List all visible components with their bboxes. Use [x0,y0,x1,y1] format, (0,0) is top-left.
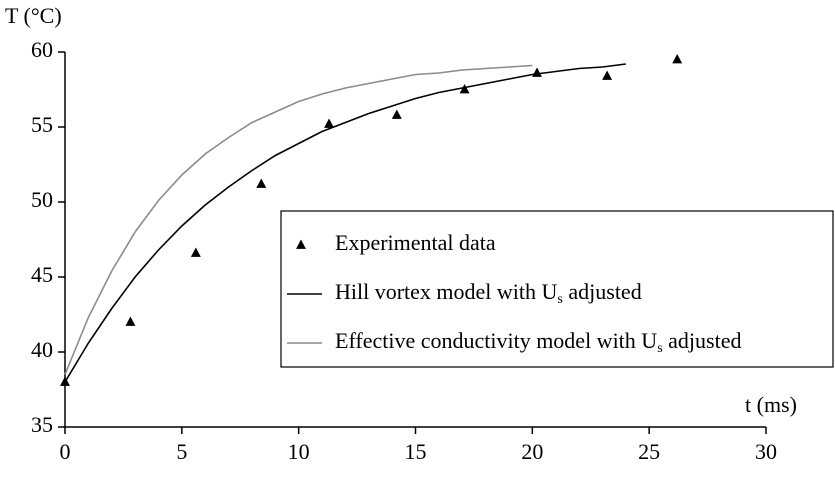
data-point [256,178,267,188]
x-tick-label: 30 [755,439,777,464]
legend-label: Experimental data [335,230,496,255]
y-tick-label: 45 [31,262,53,287]
x-tick-label: 20 [521,439,543,464]
data-point [324,118,334,128]
data-point [125,316,136,326]
data-point [391,109,402,119]
x-tick-label: 0 [60,439,71,464]
model-line [64,64,533,375]
data-point [602,70,613,80]
data-point [459,84,470,94]
data-point [190,247,201,257]
model-line [64,63,626,383]
data-point [672,54,683,64]
y-tick-label: 40 [31,337,53,362]
x-tick-label: 5 [176,439,187,464]
x-axis-label: t (ms) [745,392,797,417]
legend-label: Effective conductivity model with Us adj… [335,328,741,356]
y-tick-label: 50 [31,187,53,212]
legend-box [280,210,834,368]
legend-marker [296,239,306,249]
legend-label: Hill vortex model with Us adjusted [335,279,642,307]
y-axis-label: T (°C) [5,3,62,28]
data-point [532,67,542,77]
y-tick-label: 55 [31,112,53,137]
x-tick-label: 25 [638,439,660,464]
y-tick-label: 60 [31,37,53,62]
x-tick-label: 10 [288,439,310,464]
x-tick-label: 15 [405,439,427,464]
y-tick-label: 35 [31,412,53,437]
